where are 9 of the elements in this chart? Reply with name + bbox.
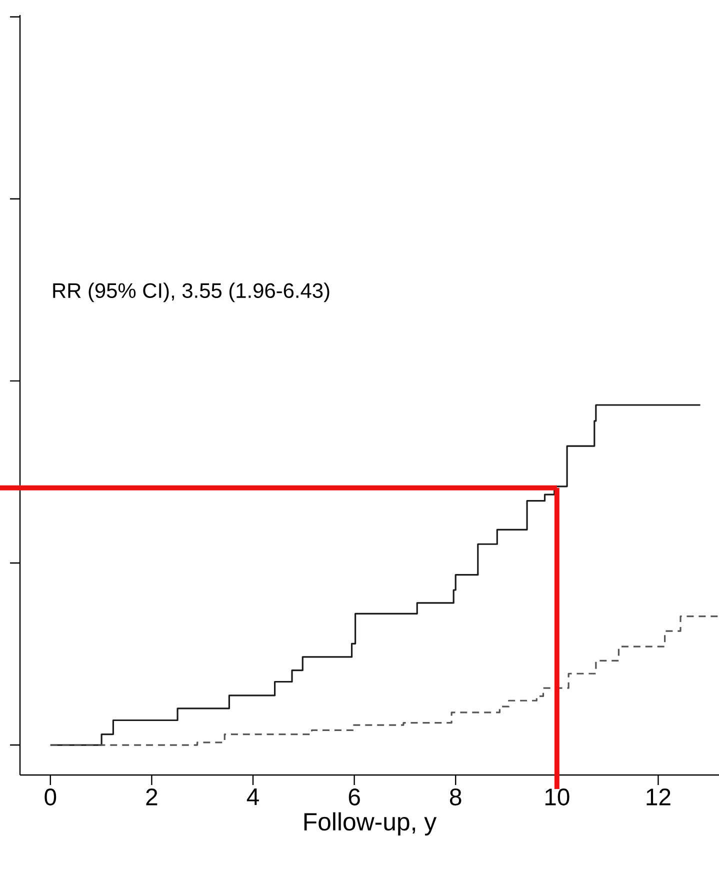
x-tick-label: 2 xyxy=(146,788,158,806)
x-tick-label: 4 xyxy=(246,788,259,805)
x-axis-title: Follow-up, y xyxy=(304,812,437,836)
x-tick-label: 12 xyxy=(646,788,670,806)
x-tick-label: 10 xyxy=(545,788,570,806)
text: RR (95% CI), 3.55 (1.96-6.43) xyxy=(53,282,330,302)
x-tick-label: 8 xyxy=(450,788,462,806)
x-tick-label: 6 xyxy=(348,788,360,806)
x-tick-label: 0 xyxy=(44,788,56,806)
